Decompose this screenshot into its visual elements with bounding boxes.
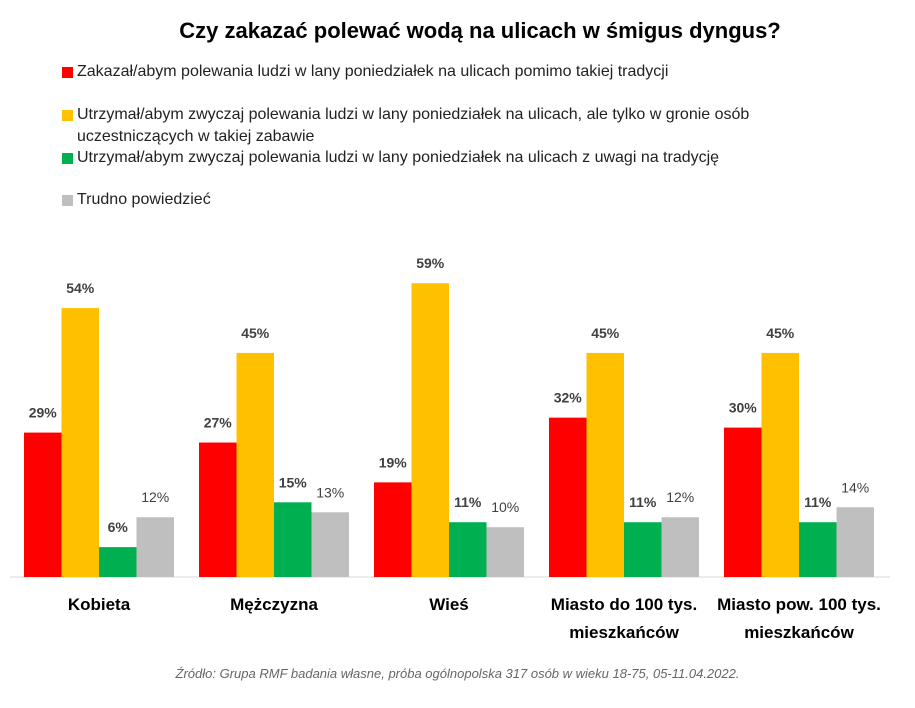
- legend-swatch: [62, 67, 73, 78]
- x-tick-label: Kobieta: [67, 595, 131, 614]
- data-label: 45%: [766, 325, 795, 341]
- bar: [761, 352, 799, 577]
- x-tick-label: Miasto do 100 tys. mieszkańców: [550, 595, 698, 642]
- bar: [374, 482, 412, 577]
- source-note: Źródło: Grupa RMF badania własne, próba …: [175, 666, 740, 681]
- bar: [549, 417, 587, 577]
- data-label: 54%: [66, 280, 95, 296]
- bar: [449, 522, 487, 577]
- data-label: 6%: [108, 519, 129, 535]
- data-label: 13%: [316, 484, 344, 500]
- legend-item: Zakazał/abym polewania ludzi w lany poni…: [62, 61, 862, 83]
- legend-label: Utrzymał/abym zwyczaj polewania ludzi w …: [77, 106, 750, 145]
- legend-item: Utrzymał/abym zwyczaj polewania ludzi w …: [62, 147, 862, 169]
- data-label: 11%: [454, 494, 482, 510]
- bar: [99, 547, 137, 577]
- bar: [311, 512, 349, 577]
- data-label: 11%: [804, 494, 832, 510]
- data-label: 14%: [841, 479, 869, 495]
- x-tick-label: Mężczyzna: [230, 595, 318, 614]
- legend-swatch: [62, 153, 73, 164]
- data-label: 30%: [729, 400, 758, 416]
- x-tick-label: Miasto pow. 100 tys. mieszkańców: [717, 595, 881, 642]
- data-label: 12%: [666, 489, 694, 505]
- legend-swatch: [62, 110, 73, 121]
- bar: [136, 517, 174, 577]
- bar: [486, 527, 524, 577]
- bar: [624, 522, 662, 577]
- data-label: 32%: [554, 390, 583, 406]
- bar: [274, 502, 312, 577]
- data-label: 45%: [241, 325, 270, 341]
- legend-item: Utrzymał/abym zwyczaj polewania ludzi w …: [62, 104, 862, 148]
- bar: [724, 427, 762, 577]
- chart-title: Czy zakazać polewać wodą na ulicach w śm…: [179, 18, 781, 43]
- bar: [661, 517, 699, 577]
- data-label: 15%: [279, 474, 308, 490]
- bar: [236, 352, 274, 577]
- legend-label: Zakazał/abym polewania ludzi w lany poni…: [77, 63, 669, 80]
- legend-label: Trudno powiedzieć: [77, 191, 211, 208]
- legend-swatch: [62, 195, 73, 206]
- data-label: 10%: [491, 499, 519, 515]
- bar: [24, 432, 62, 577]
- legend-item: Trudno powiedzieć: [62, 189, 862, 211]
- bar: [586, 352, 624, 577]
- data-label: 27%: [204, 415, 233, 431]
- data-label: 59%: [416, 255, 445, 271]
- legend-label: Utrzymał/abym zwyczaj polewania ludzi w …: [77, 149, 720, 166]
- data-label: 12%: [141, 489, 169, 505]
- data-label: 11%: [629, 494, 657, 510]
- bar: [411, 283, 449, 577]
- data-label: 45%: [591, 325, 620, 341]
- data-label: 19%: [379, 454, 408, 470]
- bar: [836, 507, 874, 577]
- x-tick-label: Wieś: [429, 595, 469, 614]
- bar: [61, 308, 99, 577]
- data-label: 29%: [29, 405, 58, 421]
- bar: [799, 522, 837, 577]
- bar: [199, 442, 237, 577]
